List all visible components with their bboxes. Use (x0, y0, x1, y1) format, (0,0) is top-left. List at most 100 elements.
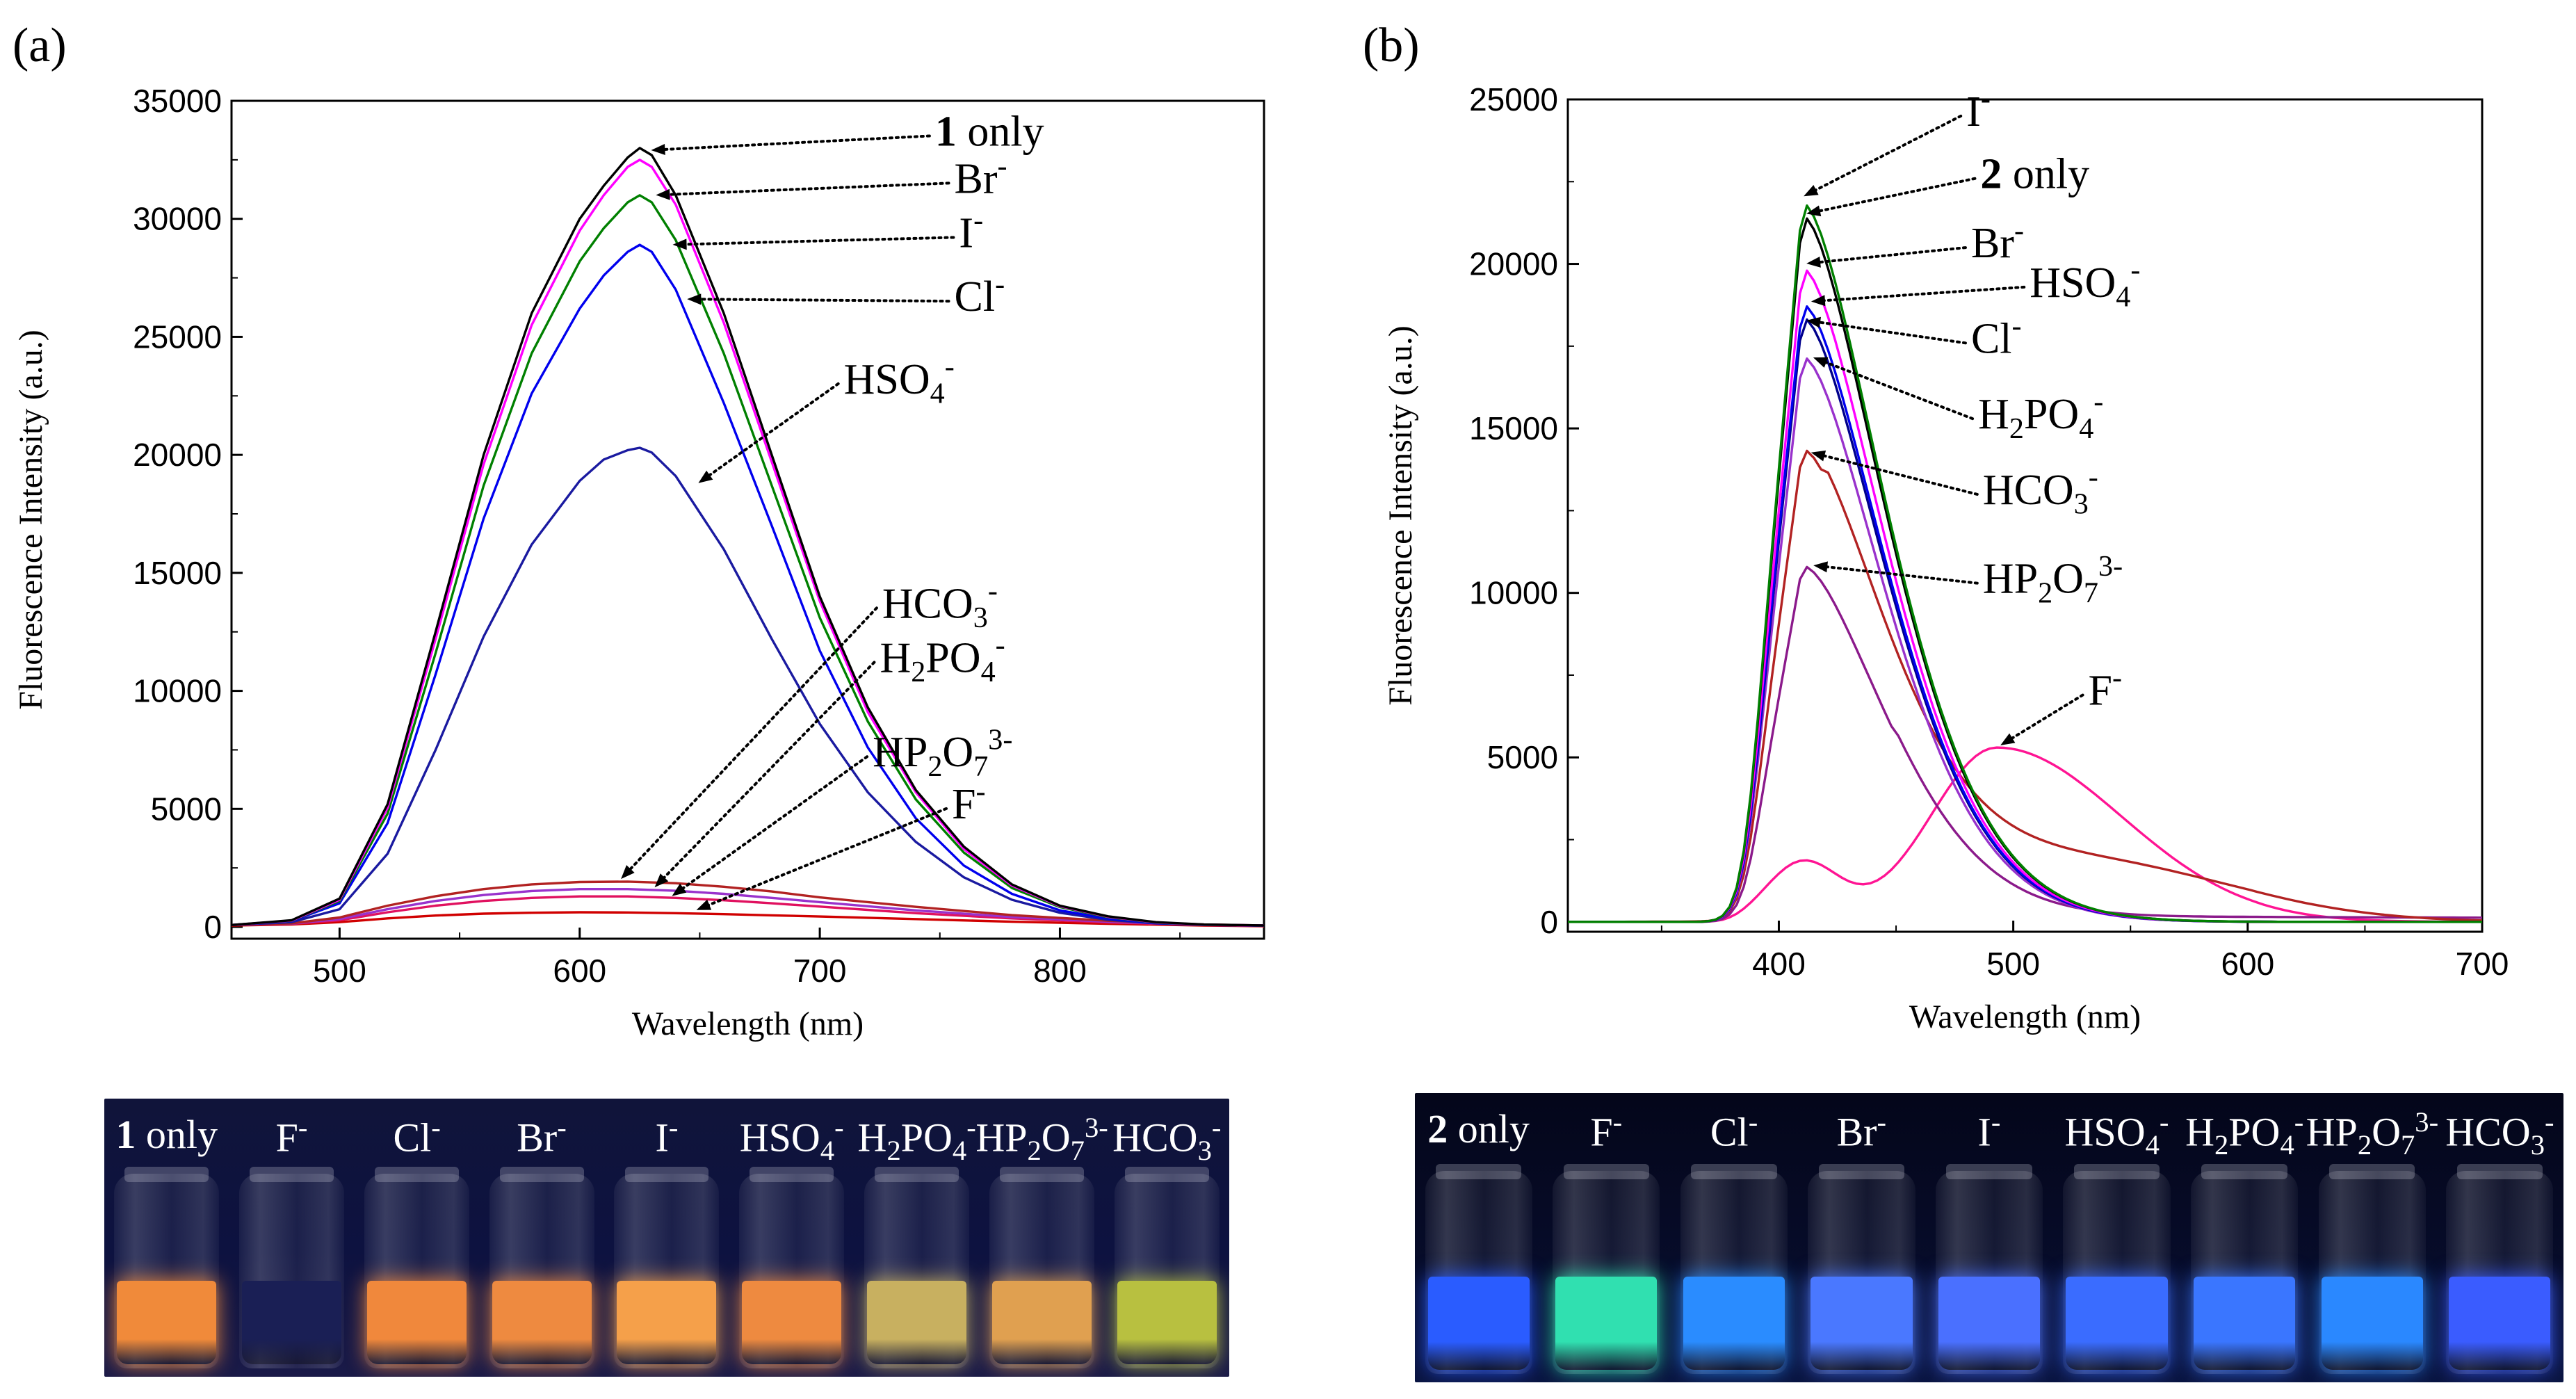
vial-photo-b: 2 only F- Cl- Br- I- HSO4- H2PO4- HP2O73- HCO3- (1415, 1093, 2563, 1382)
vial-liquid (2066, 1276, 2168, 1370)
chart-a: 500 600 700 800 0 5000 10000 15000 20000 25000 300… (13, 83, 1265, 1042)
vial (2191, 1164, 2299, 1374)
panel-b-label: (b) (1363, 19, 1420, 72)
series-line-HCO3- (1568, 449, 2482, 923)
vial (364, 1167, 469, 1368)
annotation-label: H2PO4- (880, 629, 1005, 688)
vial (1680, 1164, 1788, 1374)
vial-liquid (2321, 1276, 2423, 1370)
vial-liquid (1811, 1276, 1913, 1370)
annotation-arrowhead (1806, 257, 1821, 268)
vial-label: F- (1590, 1106, 1623, 1155)
annotation-arrow (2007, 693, 2084, 742)
y-tick-label: 5000 (151, 791, 222, 827)
annotation-arrow (1819, 285, 2026, 302)
y-tick-label: 30000 (133, 201, 222, 237)
vial-label: H2PO4- (857, 1112, 976, 1166)
annotation-label: HCO3- (1983, 461, 2098, 520)
vial-liquid (1117, 1280, 1217, 1364)
vial-liquid (1683, 1276, 1785, 1370)
annotation-arrow (681, 236, 955, 246)
annotation-label: HSO4- (2030, 254, 2140, 313)
vial-label: I- (1977, 1106, 2001, 1155)
annotation-arrowhead (1804, 184, 1819, 197)
y-tick-label: 35000 (133, 83, 222, 119)
annotation-arrowhead (1806, 316, 1822, 328)
vial (1935, 1164, 2043, 1374)
vial (864, 1167, 970, 1368)
annotation-label: F- (952, 775, 986, 828)
annotation-arrowhead (672, 238, 687, 250)
annotation-arrowhead (2000, 733, 2016, 745)
y-tick-label: 25000 (133, 318, 222, 355)
annotation-label: Cl- (955, 268, 1005, 321)
vial-liquid (1427, 1276, 1530, 1370)
vial-label: 1 only (115, 1112, 218, 1157)
annotation-arrow (1820, 359, 1975, 421)
x-axis-label: Wavelength (nm) (1909, 998, 2141, 1035)
series-line-I- (1568, 204, 2482, 923)
vial (2446, 1164, 2554, 1374)
annotation-label: Br- (1971, 214, 2024, 267)
vial (1425, 1164, 1532, 1374)
x-tick-label: 800 (1033, 953, 1087, 989)
series-line-F- (1568, 746, 2482, 923)
annotation-label: Cl- (1971, 310, 2022, 363)
annotation-arrow (659, 134, 931, 152)
plot-frame (230, 99, 1265, 940)
y-tick-label: 25000 (1469, 81, 1558, 118)
vial-label: Cl- (393, 1112, 441, 1161)
vial-liquid (1555, 1276, 1658, 1370)
annotation-label: 2 only (1980, 151, 2089, 198)
annotation-arrowhead (687, 293, 702, 305)
panel-a-label: (a) (13, 19, 67, 72)
x-tick-label: 600 (553, 953, 606, 989)
vial-liquid (117, 1280, 217, 1364)
annotation-arrow (1814, 177, 1977, 213)
vial-label: HSO4- (739, 1112, 844, 1166)
annotation-arrow (626, 606, 878, 873)
annotation-arrow (664, 181, 950, 196)
annotation-arrow (1811, 114, 1963, 193)
vial (614, 1167, 720, 1368)
vial-label: HP2O73- (2306, 1106, 2439, 1161)
vial-label: I- (655, 1112, 679, 1161)
annotation-label: F- (2089, 662, 2123, 715)
annotation-arrowhead (1811, 450, 1826, 462)
vial-label: Br- (517, 1112, 567, 1161)
vial-liquid (2449, 1276, 2551, 1370)
annotation-arrowhead (654, 873, 669, 888)
annotation-arrowhead (1813, 561, 1829, 573)
vial-label: 2 only (1427, 1106, 1530, 1151)
vial-label: HSO4- (2064, 1106, 2169, 1161)
y-tick-label: 10000 (133, 673, 222, 709)
annotation-arrow (695, 298, 950, 303)
annotation-label: HP2O73- (873, 723, 1012, 782)
vial-liquid (991, 1280, 1092, 1364)
annotation-arrowhead (1806, 205, 1822, 217)
vial-label: Cl- (1710, 1106, 1758, 1155)
series-line-F- (232, 911, 1264, 928)
y-axis-label: Fluorescence Intensity (a.u.) (13, 330, 49, 709)
vial (2063, 1164, 2171, 1374)
vial-liquid (2194, 1276, 2296, 1370)
annotation-arrowhead (1811, 295, 1826, 307)
vial (1808, 1164, 1915, 1374)
vial-liquid (492, 1280, 592, 1364)
annotation-arrowhead (656, 188, 670, 200)
annotation-arrow (1819, 453, 1979, 496)
vial-label: Br- (1836, 1106, 1886, 1155)
series-line-I- (232, 194, 1264, 927)
x-tick-label: 500 (313, 953, 366, 989)
annotation-arrowhead (651, 143, 665, 155)
y-tick-label: 5000 (1487, 739, 1558, 775)
vial-label: H2PO4- (2185, 1106, 2304, 1161)
x-tick-label: 700 (2456, 946, 2509, 982)
annotation-label: HP2O73- (1983, 550, 2123, 609)
vial-liquid (366, 1280, 467, 1364)
annotation-label: I- (959, 204, 983, 257)
vial (489, 1167, 594, 1368)
chart-b: 400 500 600 700 0 5000 10000 15000 20000 25000 Wav… (1382, 81, 2509, 1035)
annotation-label: HSO4- (844, 350, 955, 410)
